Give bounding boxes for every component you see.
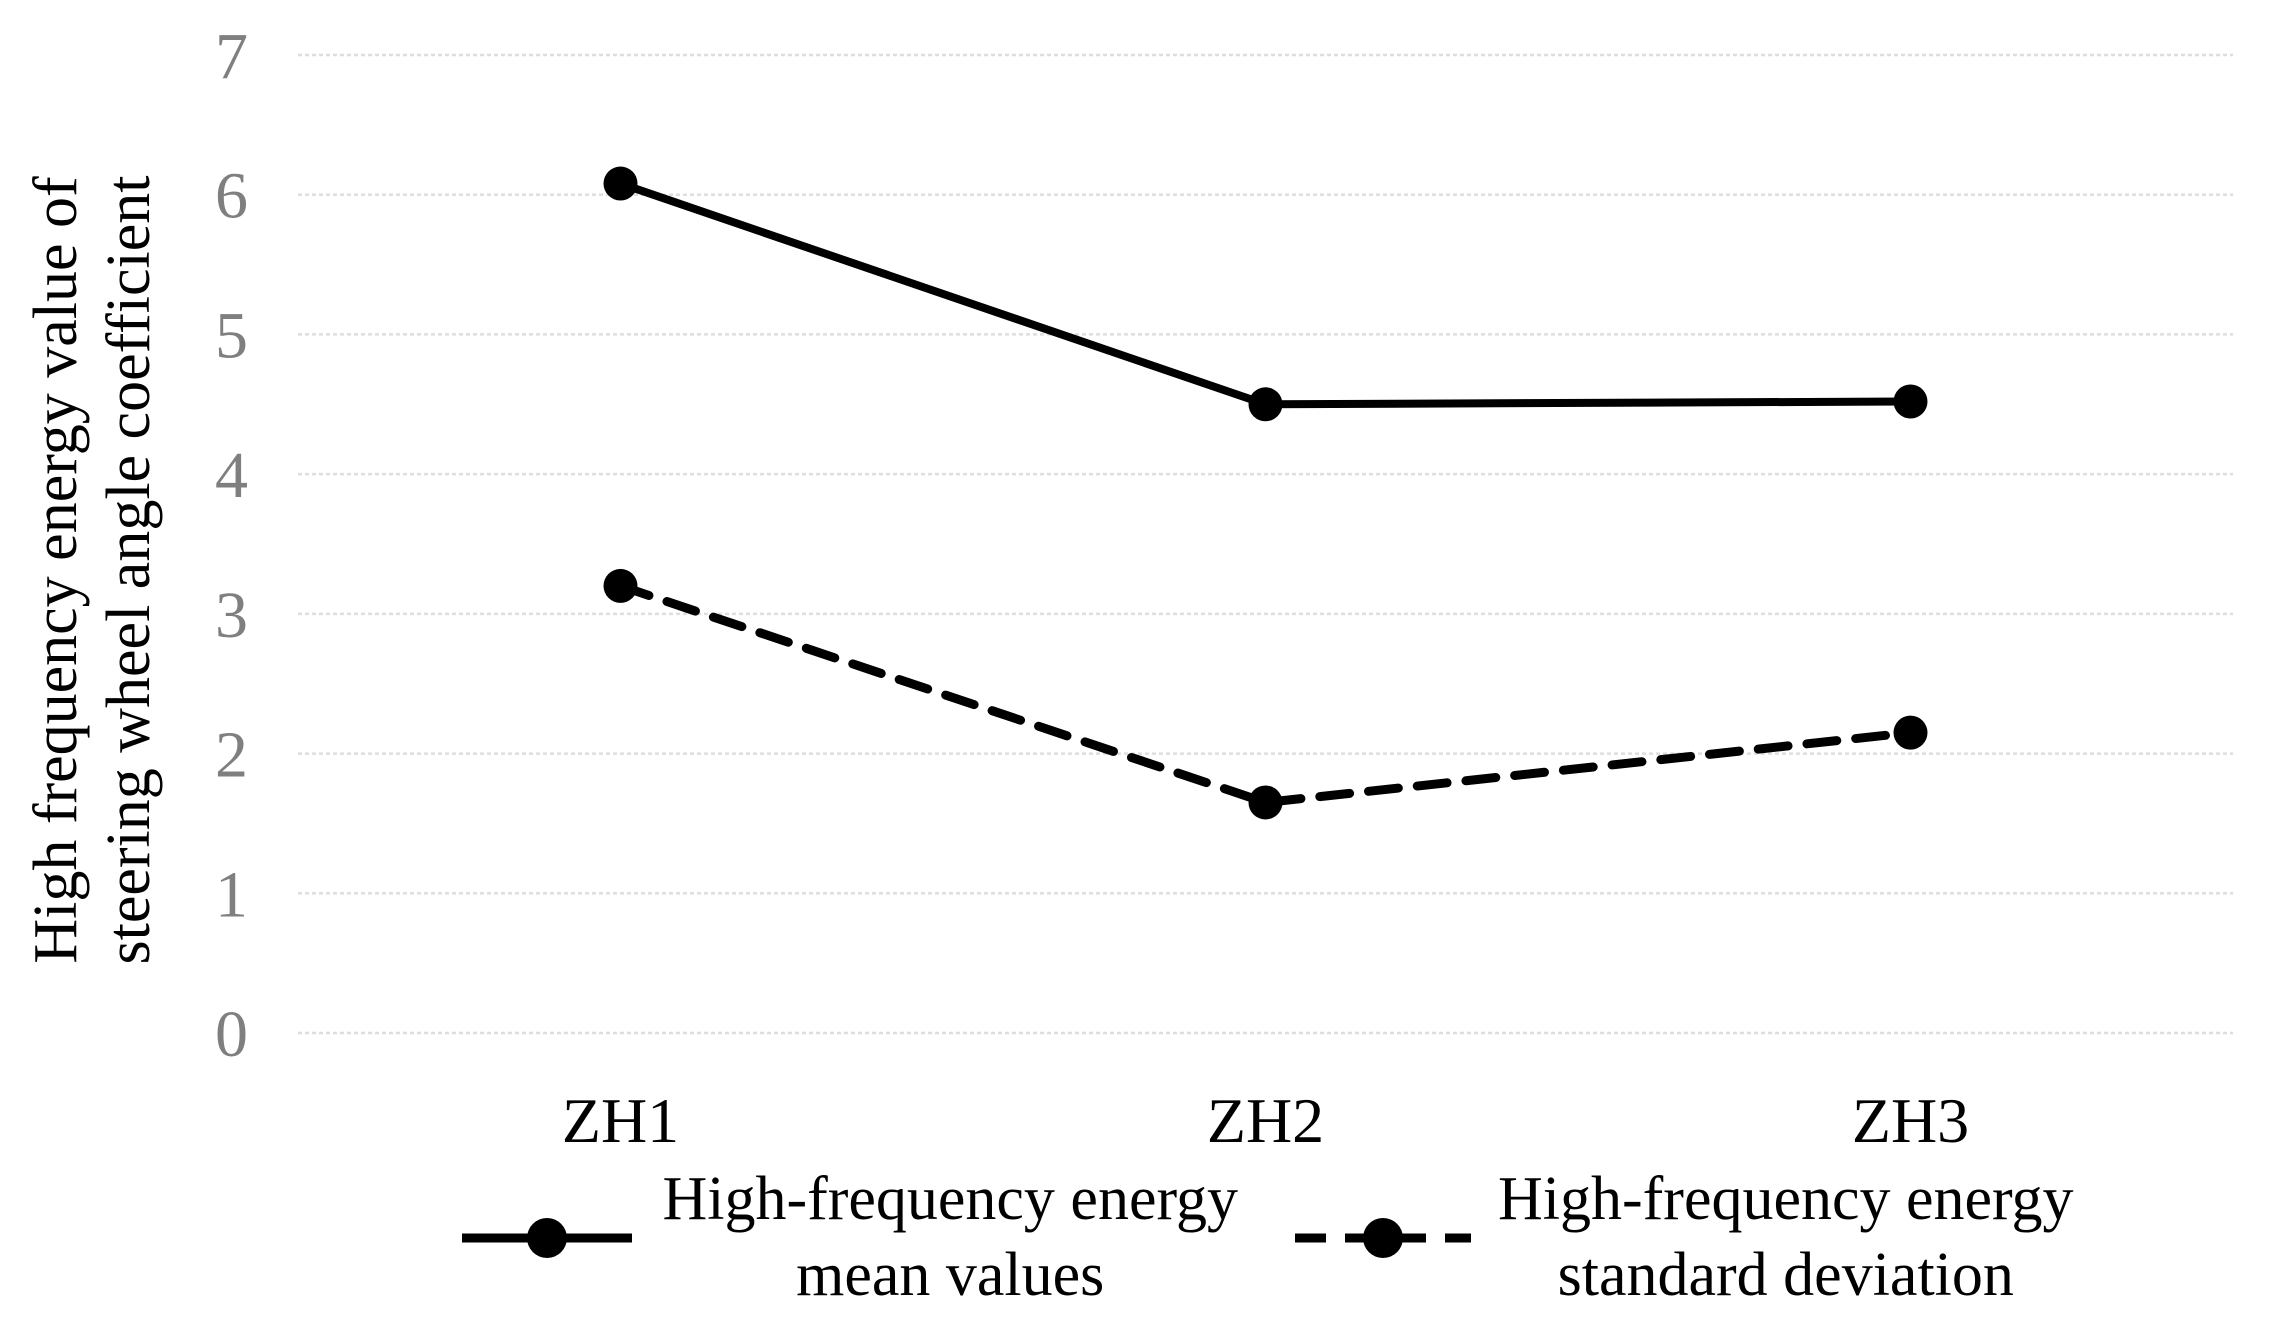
x-tick-label: ZH2 [1207,1085,1324,1156]
x-tick-label: ZH3 [1852,1085,1969,1156]
solid-line-marker-icon [462,1218,633,1258]
y-tick-label: 3 [215,579,248,652]
legend: High-frequency energy mean values High-f… [298,1163,2233,1313]
legend-dot [1363,1218,1403,1258]
data-point-marker [603,166,638,201]
legend-label-std-line2: standard deviation [1557,1241,2014,1309]
data-point-marker [1893,384,1928,419]
data-point-marker [1893,715,1928,750]
legend-item-std: High-frequency energy standard deviation [1293,1162,2074,1313]
y-tick-label: 7 [215,20,248,93]
series-line-std [616,581,1915,808]
data-point-marker [1248,785,1283,820]
series-line-mean [616,179,1915,409]
legend-label-mean-line2: mean values [796,1241,1105,1309]
data-point-marker [603,568,638,603]
legend-label-mean: High-frequency energy mean values [662,1162,1238,1313]
y-tick-label: 2 [215,719,248,792]
y-tick-label: 5 [215,299,248,372]
data-point-marker [1248,387,1283,422]
y-tick-label: 4 [215,439,248,512]
legend-label-mean-line1: High-frequency energy [662,1165,1238,1234]
y-tick-label: 6 [215,160,248,233]
legend-label-std-line1: High-frequency energy [1498,1165,2074,1234]
y-tick-label: 0 [215,998,248,1071]
y-tick-label: 1 [215,858,248,931]
legend-item-mean: High-frequency energy mean values [457,1162,1238,1313]
x-tick-label: ZH1 [562,1085,679,1156]
legend-dot [527,1218,568,1258]
dashed-line-marker-icon [1295,1218,1471,1258]
legend-label-std: High-frequency energy standard deviation [1498,1162,2074,1313]
